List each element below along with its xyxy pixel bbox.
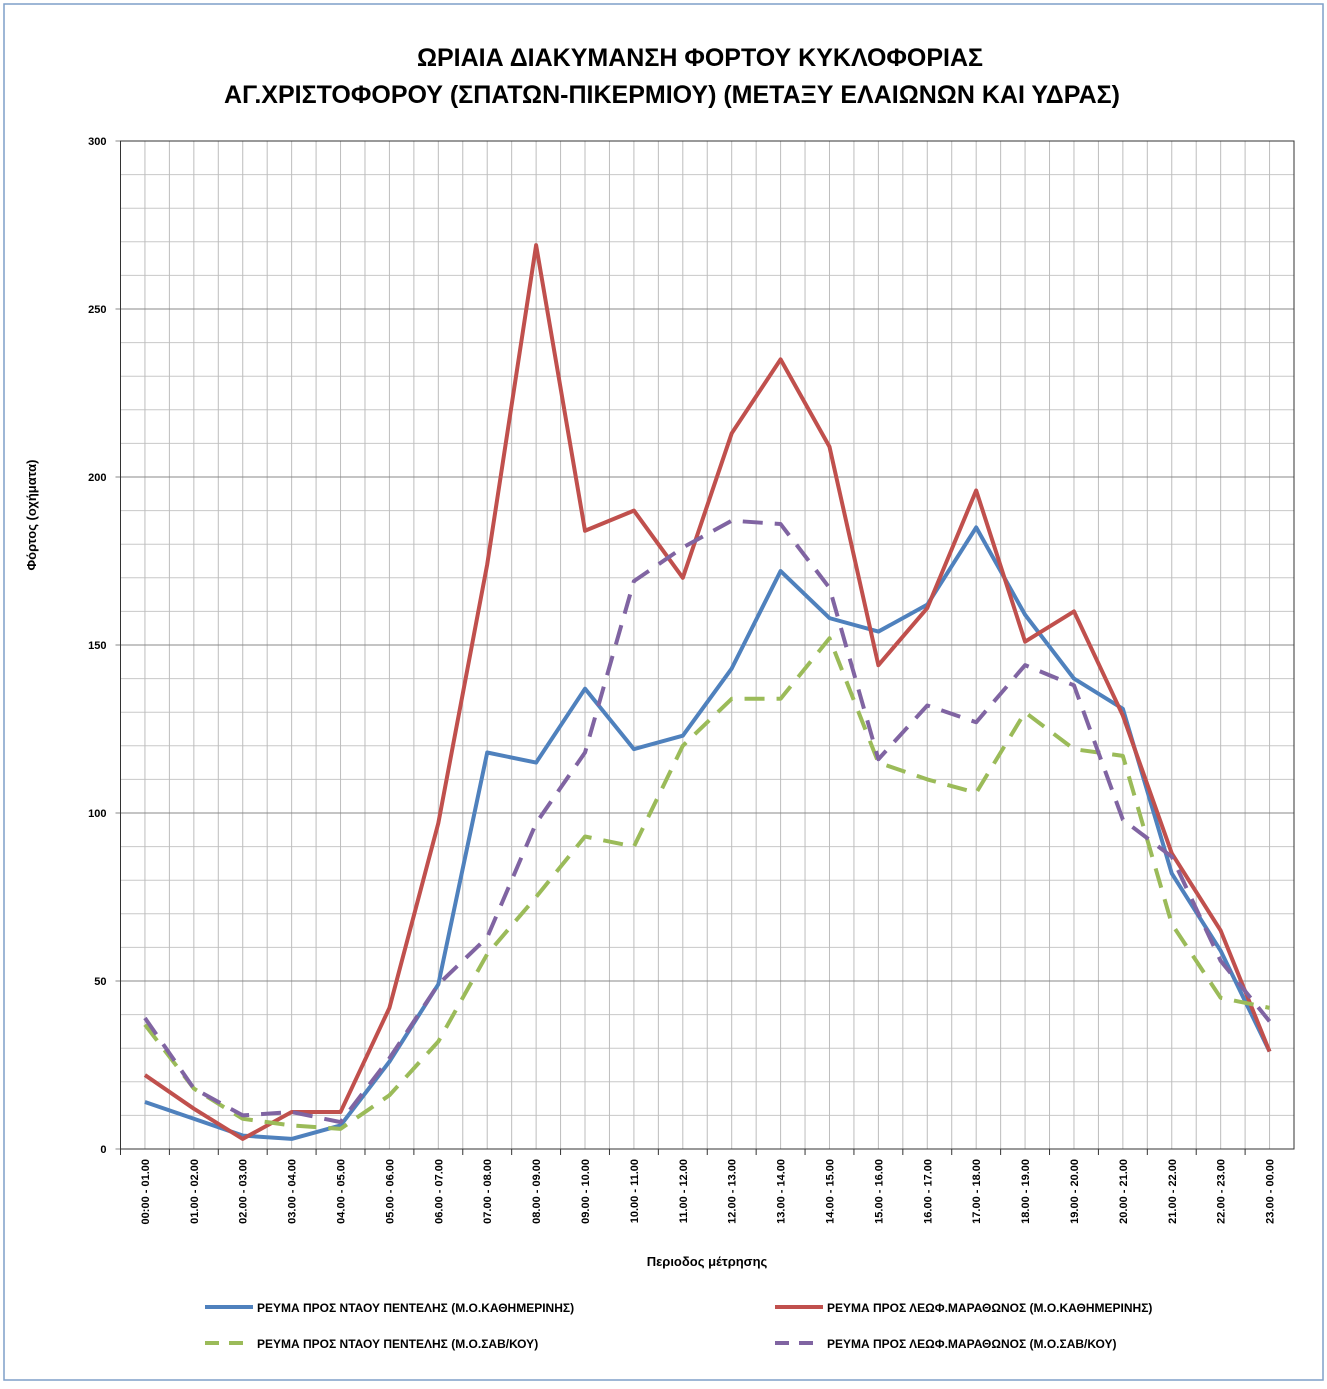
x-tick-label: 18.00 - 19.00 xyxy=(1020,1159,1032,1224)
x-tick-label: 02.00 - 03.00 xyxy=(238,1159,250,1224)
x-tick-label: 00:00 - 01.00 xyxy=(140,1159,152,1224)
series-line xyxy=(143,243,1272,1141)
x-tick-label: 07.00 - 08.00 xyxy=(482,1159,494,1224)
legend-label: ΡΕΥΜΑ ΠΡΟΣ ΝΤΑΟΥ ΠΕΝΤΕΛΗΣ (Μ.Ο.ΣΑΒ/ΚΟΥ) xyxy=(257,1337,538,1351)
x-tick-label: 17.00 - 18.00 xyxy=(971,1159,983,1224)
series-line xyxy=(143,518,1272,1125)
chart-title: ΑΓ.ΧΡΙΣΤΟΦΟΡΟΥ (ΣΠΑΤΩΝ-ΠΙΚΕΡΜΙΟΥ) (ΜΕΤΑΞ… xyxy=(224,81,1120,109)
y-tick-label: 250 xyxy=(88,304,106,316)
chart-title: ΩΡΙΑΙΑ ΔΙΑΚΥΜΑΝΣΗ ΦΟΡΤΟΥ ΚΥΚΛΟΦΟΡΙΑΣ xyxy=(417,44,983,72)
x-tick-label: 12.00 - 13.00 xyxy=(727,1159,739,1224)
y-axis-label: Φόρτος (οχήματα) xyxy=(24,460,39,571)
y-tick-label: 200 xyxy=(88,472,106,484)
x-axis-label: Περιοδος μέτρησης xyxy=(647,1254,768,1269)
frame xyxy=(3,3,1324,1381)
x-tick-label: 01.00 - 02.00 xyxy=(189,1159,201,1224)
x-tick-label: 21.00 - 22.00 xyxy=(1167,1159,1179,1224)
x-tick-label: 19.00 - 20.00 xyxy=(1069,1159,1081,1224)
y-tick-label: 50 xyxy=(94,976,106,988)
x-tick-label: 03.00 - 04.00 xyxy=(287,1159,299,1224)
x-tick-label: 05.00 - 06.00 xyxy=(384,1159,396,1224)
x-tick-label: 14.00 - 15.00 xyxy=(824,1159,836,1224)
x-tick-label: 23.00 - 00.00 xyxy=(1265,1159,1277,1224)
y-tick-label: 150 xyxy=(88,640,106,652)
y-tick-label: 300 xyxy=(88,136,106,148)
x-tick-label: 06.00 - 07.00 xyxy=(433,1159,445,1224)
legend-label: ΡΕΥΜΑ ΠΡΟΣ ΝΤΑΟΥ ΠΕΝΤΕΛΗΣ (Μ.Ο.ΚΑΘΗΜΕΡΙΝ… xyxy=(257,1301,574,1315)
x-tick-label: 15.00 - 16.00 xyxy=(873,1159,885,1224)
x-tick-label: 22.00 - 23.00 xyxy=(1216,1159,1228,1224)
y-tick-label: 0 xyxy=(100,1144,106,1156)
series-line xyxy=(143,636,1270,1131)
x-tick-label: 20.00 - 21.00 xyxy=(1118,1159,1130,1224)
x-tick-label: 16.00 - 17.00 xyxy=(922,1159,934,1224)
x-tick-label: 13.00 - 14.00 xyxy=(776,1159,788,1224)
x-tick-label: 04.00 - 05.00 xyxy=(336,1159,348,1224)
x-tick-label: 08.00 - 09.00 xyxy=(531,1159,543,1224)
x-tick-label: 09.00 - 10.00 xyxy=(580,1159,592,1224)
legend-label: ΡΕΥΜΑ ΠΡΟΣ ΛΕΩΦ.ΜΑΡΑΘΩΝΟΣ (Μ.Ο.ΣΑΒ/ΚΟΥ) xyxy=(827,1337,1117,1351)
x-tick-label: 10.00 - 11.00 xyxy=(629,1159,641,1223)
y-tick-label: 100 xyxy=(88,808,106,820)
x-tick-label: 11.00 - 12.00 xyxy=(678,1159,690,1223)
legend-label: ΡΕΥΜΑ ΠΡΟΣ ΛΕΩΦ.ΜΑΡΑΘΩΝΟΣ (Μ.Ο.ΚΑΘΗΜΕΡΙΝ… xyxy=(827,1301,1152,1315)
